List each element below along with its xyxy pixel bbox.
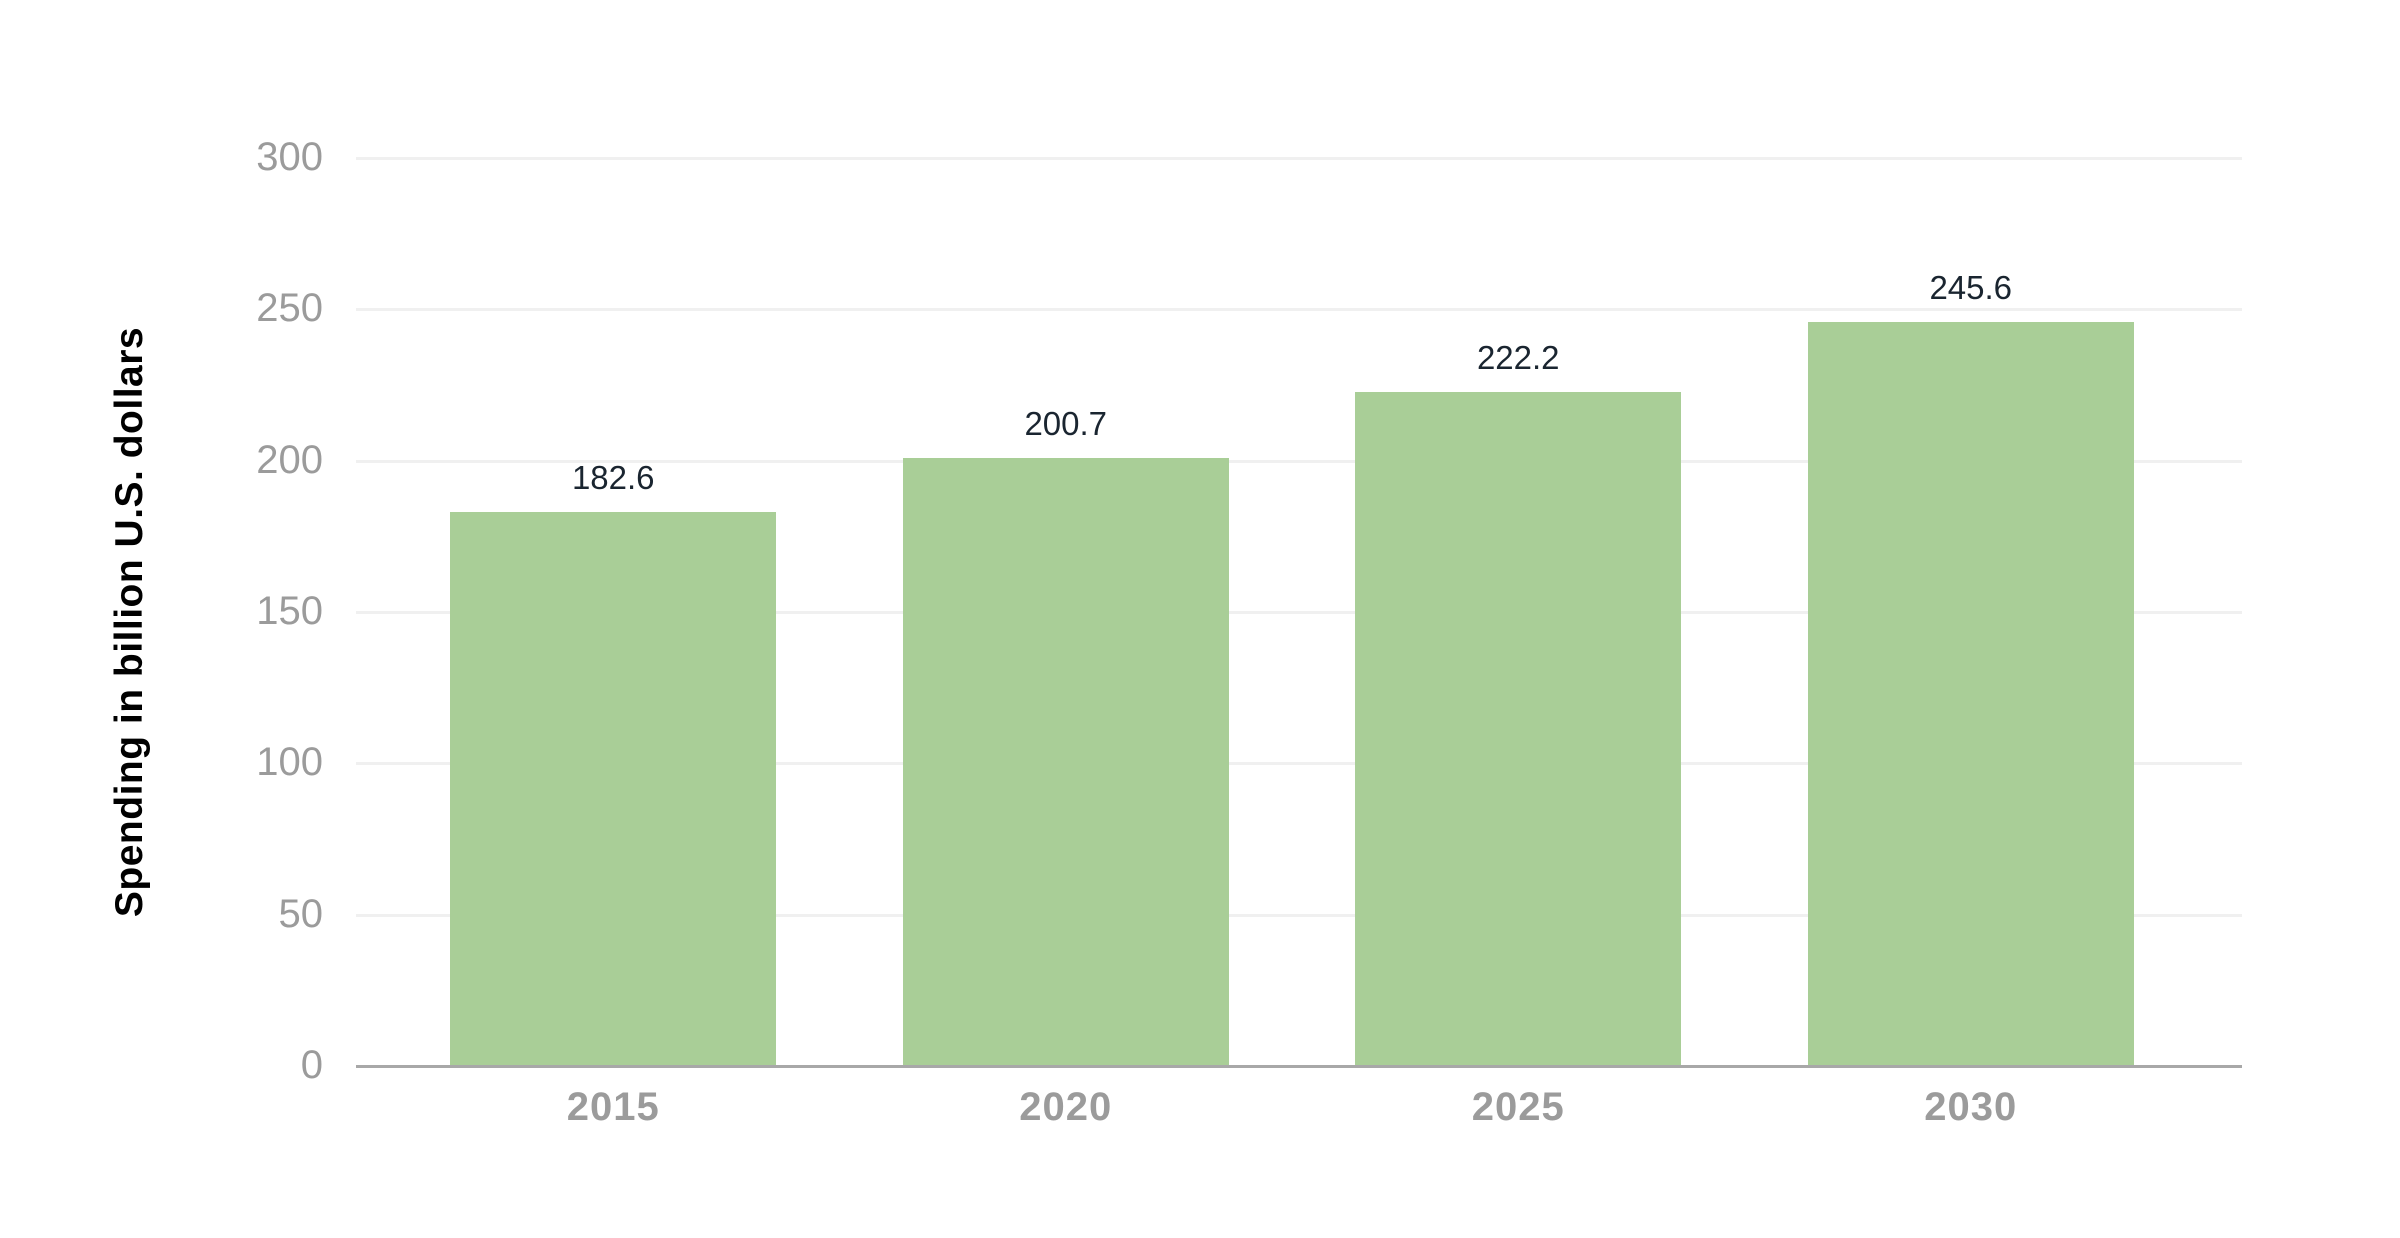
bar [902, 457, 1229, 1065]
bars-layer: 182.6 200.7 222.2 245.6 [387, 157, 2197, 1065]
bar-band: 245.6 [1745, 157, 2198, 1065]
x-axis-line [356, 1065, 2242, 1068]
y-tick-label: 0 [300, 1043, 323, 1087]
bar [450, 512, 777, 1065]
x-tick-label: 2030 [1924, 1085, 2018, 1129]
bar-value-label: 200.7 [1024, 404, 1108, 442]
gridline [356, 913, 2242, 917]
x-axis-tick-labels: 2015 2020 2025 2030 [387, 1086, 2197, 1128]
gridline [356, 308, 2242, 312]
x-tick-label: 2020 [1019, 1085, 1113, 1129]
gridline [356, 459, 2242, 463]
gridline [356, 611, 2242, 614]
bar-value-label: 182.6 [571, 459, 655, 497]
y-tick-label: 150 [256, 589, 323, 633]
x-tick-label: 2025 [1471, 1085, 1565, 1129]
bar-value-label: 222.2 [1476, 339, 1560, 377]
plot-area [356, 157, 2242, 1065]
gridline [356, 762, 2242, 766]
y-tick-label: 50 [278, 891, 324, 936]
bar-band: 222.2 [1292, 157, 1745, 1065]
bar-band: 200.7 [840, 157, 1293, 1065]
bar [1807, 321, 2134, 1065]
gridline [356, 157, 2242, 160]
y-tick-label: 250 [256, 286, 323, 331]
x-tick-label: 2015 [566, 1085, 660, 1129]
bar-value-label: 245.6 [1929, 268, 2013, 306]
bar [1355, 392, 1682, 1065]
bar-band: 182.6 [387, 157, 840, 1065]
y-tick-label: 300 [256, 135, 323, 179]
y-tick-label: 200 [256, 437, 323, 482]
y-tick-label: 100 [256, 740, 323, 785]
